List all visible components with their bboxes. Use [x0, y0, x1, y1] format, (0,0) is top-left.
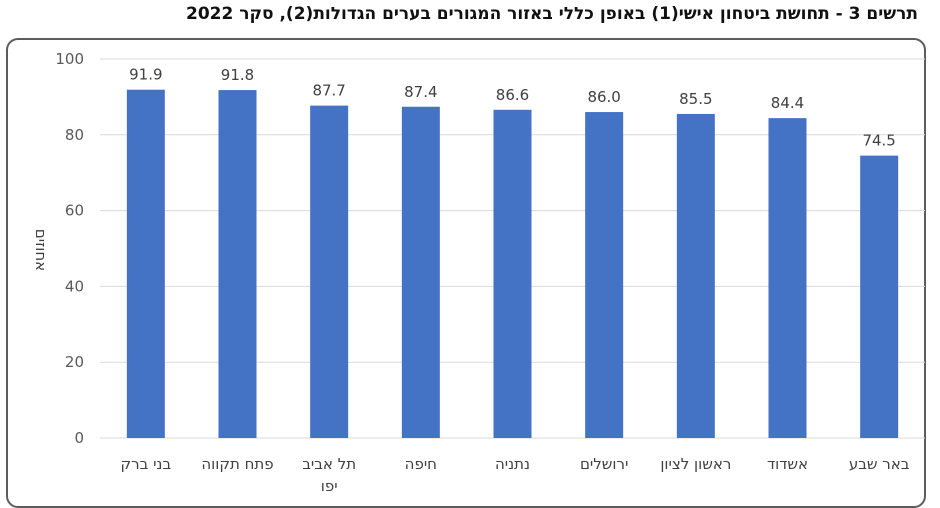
category-label-4: חיפה [405, 455, 437, 473]
category-label-1: בני ברק [121, 455, 172, 473]
bar-8 [768, 118, 807, 439]
y-axis-ticks: 0 20 40 60 80 100 [55, 50, 84, 447]
bar-6 [585, 112, 624, 438]
bars [126, 89, 899, 439]
category-label-6: ירושלים [580, 455, 628, 473]
y-tick-100: 100 [55, 50, 84, 68]
bar-4 [401, 106, 440, 438]
category-labels: בני ברק פתח תקווה תל אביב יפו חיפה נתניה ירושל… [121, 455, 910, 495]
bar-2 [218, 90, 257, 438]
data-labels: 91.9 91.8 87.7 87.4 86.6 86.0 85.5 84.4 74.5 [129, 66, 896, 150]
data-label-3: 87.7 [312, 82, 345, 100]
bar-9 [860, 155, 899, 438]
bar-1 [126, 89, 165, 438]
bar-7 [676, 113, 715, 438]
chart-title: תרשים 3 - תחושת ביטחון אישי(1) באופן כלל… [186, 4, 918, 24]
category-label-9: באר שבע [849, 455, 910, 473]
bar-3 [310, 105, 349, 438]
data-label-7: 85.5 [679, 90, 712, 108]
category-label-3: תל אביב [302, 455, 356, 473]
data-label-9: 74.5 [862, 132, 895, 150]
category-label-3-line-2: יפו [321, 477, 338, 495]
y-tick-80: 80 [65, 126, 84, 144]
data-label-2: 91.8 [221, 66, 254, 84]
y-tick-40: 40 [65, 277, 84, 295]
y-tick-0: 0 [74, 429, 84, 447]
data-label-5: 86.6 [496, 86, 529, 104]
bar-5 [493, 109, 532, 438]
data-label-4: 87.4 [404, 83, 437, 101]
data-label-1: 91.9 [129, 66, 162, 84]
data-label-8: 84.4 [771, 94, 804, 112]
y-axis-label: אחוזים [32, 229, 50, 271]
y-tick-60: 60 [65, 202, 84, 220]
category-label-5: נתניה [495, 455, 530, 473]
y-tick-20: 20 [65, 353, 84, 371]
category-label-2: פתח תקווה [201, 455, 273, 473]
data-label-6: 86.0 [587, 88, 620, 106]
category-label-7: ראשון לציון [660, 455, 731, 473]
category-label-8: אשדוד [767, 455, 808, 473]
